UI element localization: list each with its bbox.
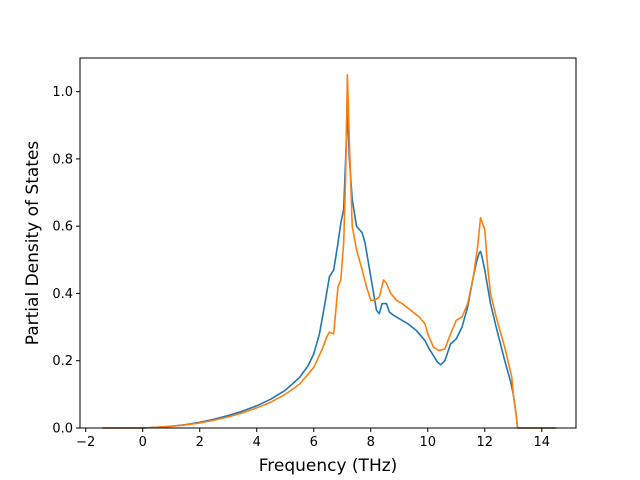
plot-frame	[79, 57, 577, 429]
y-tick-label: 1.0	[52, 85, 73, 100]
x-tick-label: −2	[76, 435, 95, 450]
x-tick-label: 12	[477, 435, 494, 450]
series-line-2	[102, 74, 557, 429]
y-tick-label: 0.4	[52, 287, 73, 302]
x-tick-label: 2	[196, 435, 204, 450]
y-tick-label: 0.8	[52, 152, 73, 167]
ticks-layer: −2 0 2 4 6 8 10 12 14 0.0 0.2 0.4 0.6 0.8 1.0	[52, 85, 550, 450]
x-tick-label: 8	[367, 435, 375, 450]
x-tick-label: 14	[534, 435, 551, 450]
x-axis-label: Frequency (THz)	[259, 456, 398, 476]
x-tick-label: 10	[419, 435, 436, 450]
y-tick-label: 0.2	[52, 354, 73, 369]
x-tick-label: 4	[253, 435, 261, 450]
series-line-1	[102, 107, 557, 429]
y-tick-label: 0.6	[52, 220, 73, 235]
series-layer	[102, 74, 557, 429]
x-tick-label: 6	[310, 435, 318, 450]
y-axis-label: Partial Density of States	[23, 141, 43, 346]
y-tick-label: 0.0	[52, 422, 73, 437]
x-tick-label: 0	[139, 435, 147, 450]
